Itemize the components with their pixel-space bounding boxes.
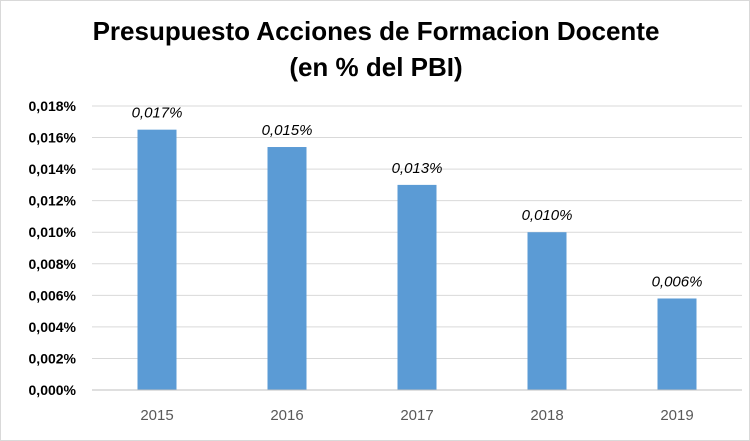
x-tick-label-2015: 2015 [140, 407, 173, 424]
x-tick-label-2016: 2016 [270, 407, 303, 424]
y-tick-label: 0,012% [29, 193, 77, 209]
y-tick-label: 0,000% [29, 382, 77, 398]
chart-title: Presupuesto Acciones de Formacion Docent… [1, 13, 750, 85]
y-tick-label: 0,010% [29, 224, 77, 240]
y-tick-label: 0,002% [29, 350, 77, 366]
bar-2016 [267, 147, 307, 390]
x-axis: 2015 2016 2017 2018 2019 [92, 389, 742, 424]
bars [137, 129, 697, 390]
y-tick-label: 0,008% [29, 256, 77, 272]
bar-2018 [527, 232, 567, 390]
bar-2015 [137, 129, 177, 390]
data-labels: 0,017% 0,015% 0,013% 0,010% 0,006% [132, 105, 703, 291]
x-tick-label-2017: 2017 [400, 407, 433, 424]
data-label-2015: 0,017% [132, 105, 183, 122]
y-tick-label: 0,018% [29, 98, 77, 114]
y-tick-label: 0,014% [29, 161, 77, 177]
bar-2017 [397, 184, 437, 390]
data-label-2017: 0,013% [392, 160, 443, 177]
data-label-2019: 0,006% [652, 273, 703, 290]
y-tick-label: 0,006% [29, 287, 77, 303]
y-tick-label: 0,016% [29, 130, 77, 146]
y-axis: 0,000% 0,002% 0,004% 0,006% 0,008% 0,010% 0,01… [29, 98, 77, 398]
chart-subtitle-line: (en % del PBI) [289, 52, 463, 82]
x-tick-label-2019: 2019 [660, 407, 693, 424]
chart-title-line: Presupuesto Acciones de Formacion Docent… [92, 16, 660, 46]
bar-2019 [657, 298, 697, 390]
y-tick-label: 0,004% [29, 319, 77, 335]
data-label-2016: 0,015% [262, 122, 313, 139]
x-tick-label-2018: 2018 [530, 407, 563, 424]
data-label-2018: 0,010% [522, 207, 573, 224]
